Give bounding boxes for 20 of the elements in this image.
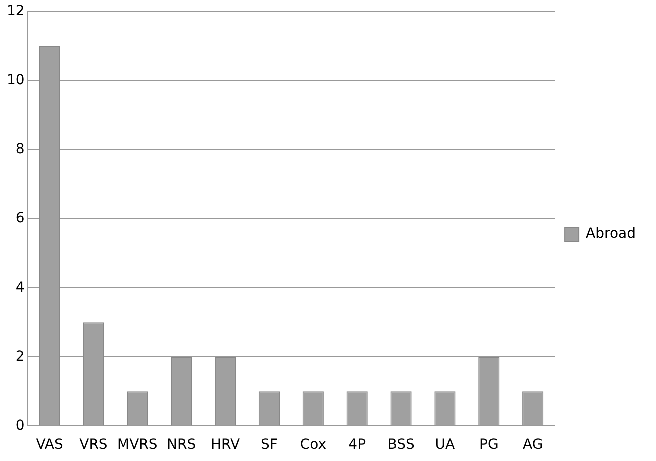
legend-label: Abroad <box>586 226 636 242</box>
y-tick-label: 2 <box>16 348 25 365</box>
y-tick-label: 12 <box>6 4 25 20</box>
x-tick-label: MVRS <box>118 437 158 454</box>
y-tick-label: 4 <box>16 280 25 296</box>
x-tick-label: Cox <box>300 437 327 454</box>
x-tick-label: SF <box>260 437 278 454</box>
x-tick-label: NRS <box>167 437 196 454</box>
x-tick-label: VAS <box>36 437 64 454</box>
y-tick-label: 6 <box>16 210 25 227</box>
x-tick-label: UA <box>435 437 456 454</box>
x-tick-label: PG <box>480 437 499 454</box>
x-tick-label: 4P <box>348 437 366 454</box>
x-tick-label: VRS <box>80 437 108 454</box>
x-tick-label: AG <box>522 437 544 454</box>
x-tick-label: BSS <box>388 437 415 454</box>
y-tick-label: 10 <box>6 72 25 89</box>
x-tick-label: HRV <box>210 437 240 454</box>
y-tick-label: 0 <box>16 418 25 434</box>
y-tick-label: 8 <box>16 142 25 158</box>
